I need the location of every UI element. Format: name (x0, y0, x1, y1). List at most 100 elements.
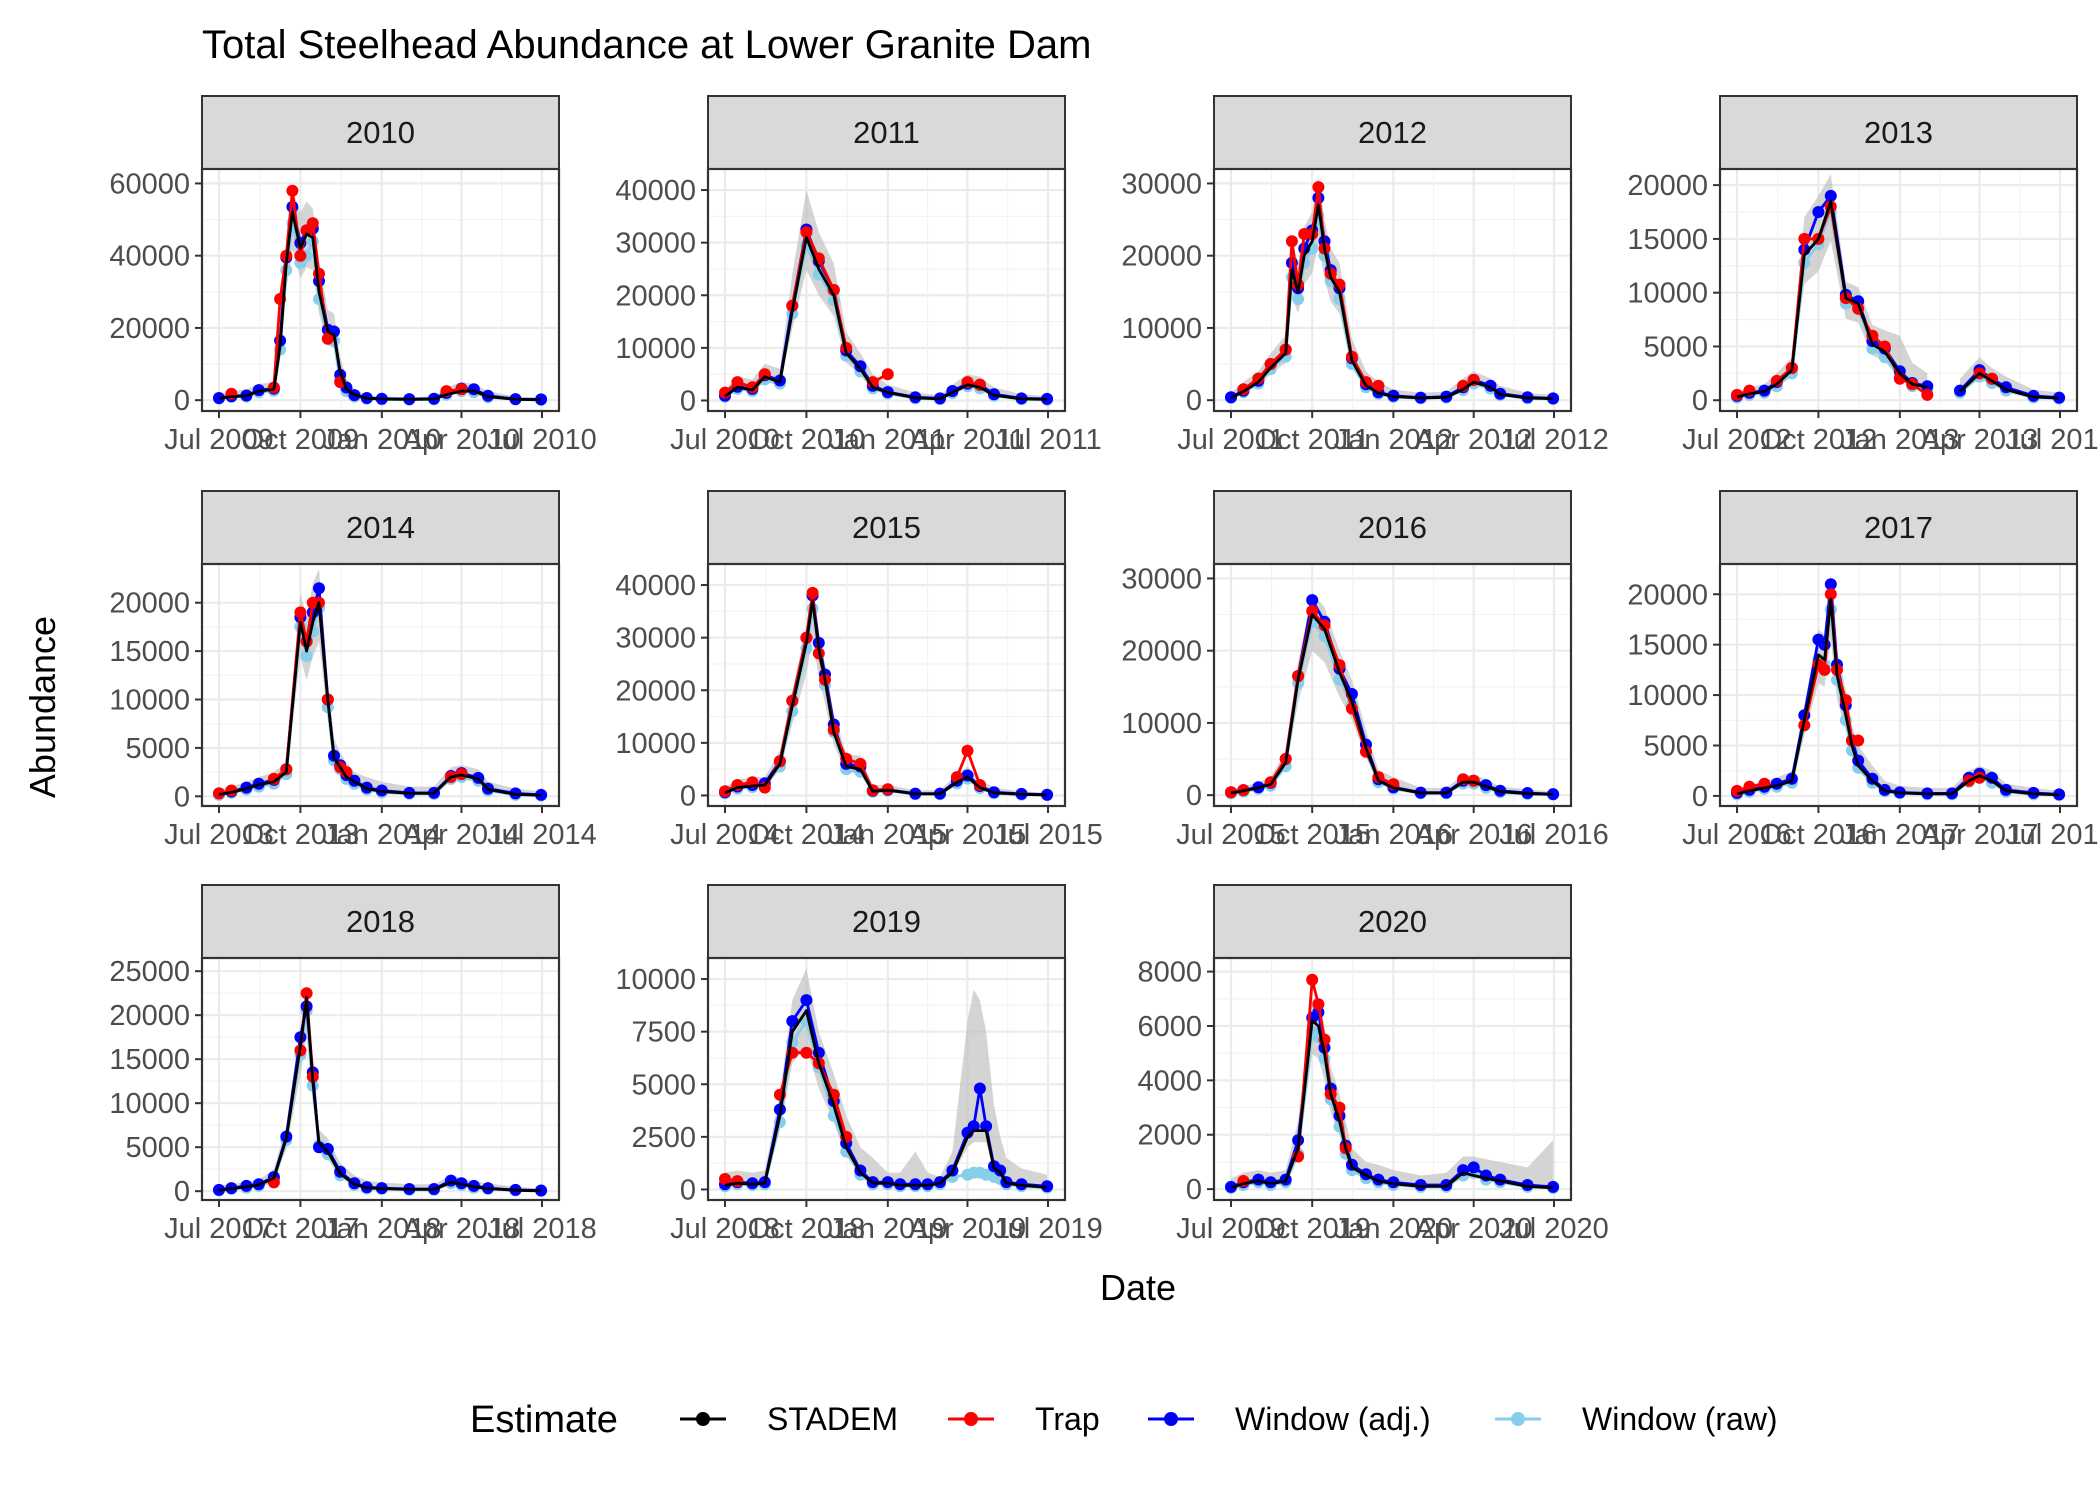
series-stadem (1736, 199, 2060, 400)
x-tick-label: Jul 2013 (164, 819, 274, 851)
facet-strip-label: 2012 (1358, 115, 1427, 150)
x-tick-label: Oct 2014 (748, 819, 866, 851)
y-tick-label: 2000 (1137, 1120, 1202, 1152)
data-point (1252, 1173, 1265, 1186)
x-tick-label: Jul 2014 (670, 819, 780, 851)
facet-strip (201, 884, 560, 959)
plot-background (202, 169, 559, 411)
ci-ribbon (1231, 592, 1554, 795)
panel-border (200, 562, 561, 808)
series-stadem (1736, 597, 2060, 797)
plot-background (202, 958, 559, 1200)
gridlines (1214, 958, 1571, 1200)
x-tick-label: Jan 2017 (1840, 819, 1959, 851)
series-line (724, 1009, 1048, 1189)
legend-key-point (1164, 1412, 1178, 1426)
panel-border (200, 956, 561, 1202)
y-tick-label: 20000 (109, 1000, 190, 1032)
data-point (1312, 998, 1325, 1011)
x-tick-label: Jan 2012 (1334, 424, 1453, 456)
panel-border (706, 956, 1067, 1202)
x-tick-label: Jul 2017 (164, 1213, 274, 1245)
y-tick-label: 0 (174, 781, 190, 813)
y-tick-label: 10000 (1627, 278, 1708, 310)
y-tick-label: 10000 (109, 1088, 190, 1120)
x-tick-label: Oct 2011 (1254, 424, 1370, 456)
series-stadem (1230, 203, 1554, 401)
panel-border (200, 167, 561, 413)
data-point (800, 1046, 813, 1059)
data-point (300, 650, 313, 662)
gridlines (1720, 169, 2077, 411)
facet-strip (1213, 490, 1572, 565)
y-tick-label: 5000 (1643, 331, 1708, 363)
x-tick-label: Oct 2019 (1253, 1213, 1371, 1245)
series-stadem (724, 599, 1048, 797)
data-point (1306, 605, 1319, 617)
data-point (1372, 379, 1385, 392)
y-tick-label: 0 (174, 1176, 190, 1208)
facet-strip-label: 2018 (346, 904, 415, 939)
series-line (218, 996, 542, 1193)
ci-band (1231, 592, 1554, 795)
x-tick-label: Jul 2014 (487, 819, 597, 851)
x-tick-label: Apr 2020 (1415, 1213, 1533, 1245)
x-tick-label: Oct 2016 (1760, 819, 1878, 851)
y-tick-label: 10000 (615, 333, 696, 365)
facet-strip (707, 884, 1066, 959)
data-point (1824, 588, 1837, 601)
x-tick-label: Jul 2016 (1682, 819, 1792, 851)
data-point (800, 226, 813, 239)
facet-panel: 2018 0 5000 10000 15000 20000 25000 Jul 2017Oct… (109, 884, 597, 1245)
y-tick-label: 0 (174, 385, 190, 417)
y-tick-label: 15000 (1627, 630, 1708, 662)
y-tick-label: 15000 (109, 1044, 190, 1076)
y-tick-label: 10000 (1627, 680, 1708, 712)
y-tick-label: 20000 (109, 588, 190, 620)
data-point (306, 217, 319, 230)
series-trap (1237, 973, 1352, 1187)
y-tick-label: 0 (1186, 1174, 1202, 1206)
legend: Estimate STADEM Trap Window (adj.) Window (… (470, 1399, 1778, 1441)
y-tick-label: 40000 (109, 241, 190, 273)
legend-entry: Window (adj.) (1148, 1401, 1431, 1437)
x-tick-label: Oct 2017 (242, 1213, 360, 1245)
y-tick-label: 10000 (109, 685, 190, 717)
chart-title: Total Steelhead Abundance at Lower Grani… (202, 23, 1091, 67)
series-line (1736, 199, 2060, 400)
y-tick-label: 4000 (1137, 1065, 1202, 1097)
legend-entry: Trap (948, 1401, 1100, 1437)
y-tick-label: 10000 (1121, 313, 1202, 345)
gridlines (202, 564, 559, 806)
plot-background (708, 564, 1065, 806)
legend-key-point (1511, 1412, 1525, 1426)
legend-title: Estimate (470, 1399, 618, 1441)
data-point (1292, 293, 1305, 305)
series-stadem (218, 996, 542, 1193)
x-tick-label: Jul 2019 (993, 1213, 1103, 1245)
x-tick-label: Apr 2012 (1415, 424, 1533, 456)
y-tick-label: 0 (1692, 385, 1708, 417)
x-axis-label: Date (1100, 1267, 1176, 1308)
x-tick-label: Apr 2017 (1921, 819, 2039, 851)
data-point (812, 268, 825, 281)
data-point (1731, 784, 1743, 797)
series-stadem (1230, 1019, 1554, 1190)
facet-strip (201, 490, 560, 565)
series-stadem (724, 1009, 1048, 1189)
facet-strip (707, 490, 1066, 565)
series-line (218, 210, 542, 402)
x-tick-label: Oct 2009 (242, 424, 360, 456)
data-point (994, 1164, 1007, 1177)
data-point (1318, 619, 1331, 632)
y-tick-label: 10000 (615, 964, 696, 996)
y-tick-label: 0 (680, 1174, 696, 1206)
legend-label: Trap (1035, 1401, 1100, 1437)
data-point (800, 994, 813, 1007)
y-tick-label: 7500 (631, 1017, 696, 1049)
